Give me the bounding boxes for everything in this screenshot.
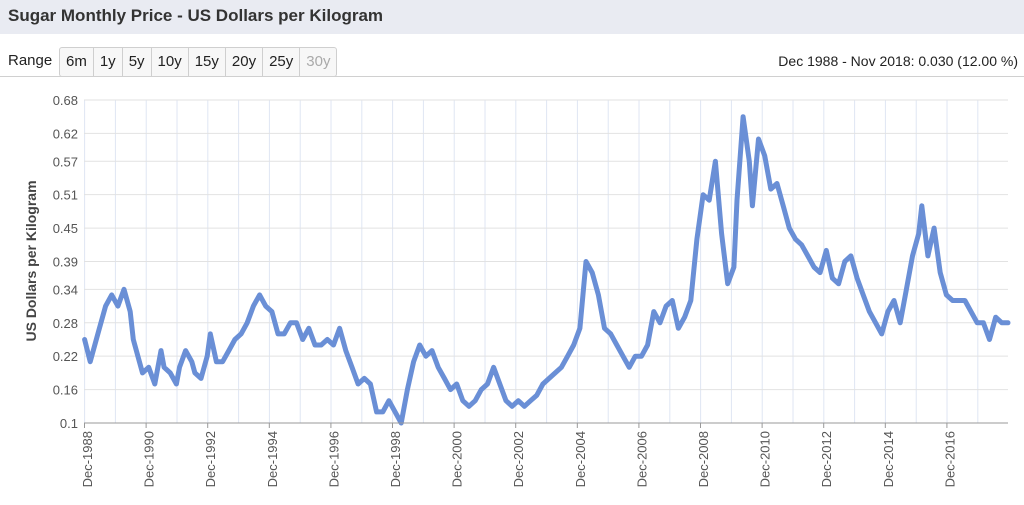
y-tick-label: 0.51 bbox=[53, 188, 78, 203]
x-tick-label: Dec-1994 bbox=[265, 431, 280, 487]
range-label: Range bbox=[8, 52, 53, 69]
divider bbox=[0, 76, 1024, 77]
y-axis-ticks: 0.1 0.16 0.22 0.28 0.34 0.39 0.45 0.51 0.57 0.62 0… bbox=[53, 93, 78, 431]
range-summary: Dec 1988 - Nov 2018: 0.030 (12.00 %) bbox=[778, 53, 1018, 69]
y-tick-label: 0.45 bbox=[53, 221, 78, 236]
range-button-15y[interactable]: 15y bbox=[189, 48, 226, 76]
y-tick-label: 0.1 bbox=[60, 416, 78, 431]
x-tick-label: Dec-2010 bbox=[758, 431, 773, 487]
y-tick-label: 0.34 bbox=[53, 282, 78, 297]
y-axis-label: US Dollars per Kilogram bbox=[23, 180, 39, 341]
x-tick-label: Dec-2016 bbox=[942, 431, 957, 487]
title-bar: Sugar Monthly Price - US Dollars per Kil… bbox=[0, 0, 1024, 34]
y-tick-label: 0.22 bbox=[53, 349, 78, 364]
x-tick-label: Dec-1992 bbox=[203, 431, 218, 487]
y-tick-label: 0.57 bbox=[53, 154, 78, 169]
x-tick-label: Dec-1988 bbox=[80, 431, 95, 487]
series-line bbox=[82, 114, 1011, 426]
range-button-5y[interactable]: 5y bbox=[123, 48, 152, 76]
x-tick-label: Dec-2014 bbox=[881, 431, 896, 487]
y-tick-label: 0.68 bbox=[53, 93, 78, 108]
y-tick-label: 0.16 bbox=[53, 383, 78, 398]
x-tick-label: Dec-2006 bbox=[634, 431, 649, 487]
range-button-10y[interactable]: 10y bbox=[152, 48, 189, 76]
range-button-1y[interactable]: 1y bbox=[94, 48, 123, 76]
x-tick-label: Dec-2004 bbox=[573, 431, 588, 487]
y-tick-label: 0.39 bbox=[53, 255, 78, 270]
x-tick-label: Dec-2000 bbox=[450, 431, 465, 487]
x-tick-label: Dec-2008 bbox=[696, 431, 711, 487]
x-axis-ticks: Dec-1988 Dec-1990 Dec-1992 Dec-1994 Dec-1996… bbox=[80, 423, 957, 487]
range-selector: Range 6m 1y 5y 10y 15y 20y 25y 30y Dec 1… bbox=[0, 47, 1024, 77]
range-button-group: 6m 1y 5y 10y 15y 20y 25y 30y bbox=[59, 47, 338, 77]
x-tick-label: Dec-1990 bbox=[142, 431, 157, 487]
x-tick-label: Dec-1998 bbox=[388, 431, 403, 487]
range-button-30y: 30y bbox=[306, 53, 331, 70]
y-tick-label: 0.28 bbox=[53, 316, 78, 331]
range-button-25y[interactable]: 25y bbox=[263, 48, 301, 76]
y-tick-label: 0.62 bbox=[53, 126, 78, 141]
page-title: Sugar Monthly Price - US Dollars per Kil… bbox=[8, 6, 384, 25]
range-button-6m[interactable]: 6m bbox=[60, 48, 94, 76]
x-tick-label: Dec-1996 bbox=[326, 431, 341, 487]
x-tick-label: Dec-2012 bbox=[819, 431, 834, 487]
price-chart: 0.1 0.16 0.22 0.28 0.34 0.39 0.45 0.51 0.57 0.62 0… bbox=[23, 93, 1011, 487]
range-button-20y[interactable]: 20y bbox=[226, 48, 264, 76]
x-tick-label: Dec-2002 bbox=[511, 431, 526, 487]
